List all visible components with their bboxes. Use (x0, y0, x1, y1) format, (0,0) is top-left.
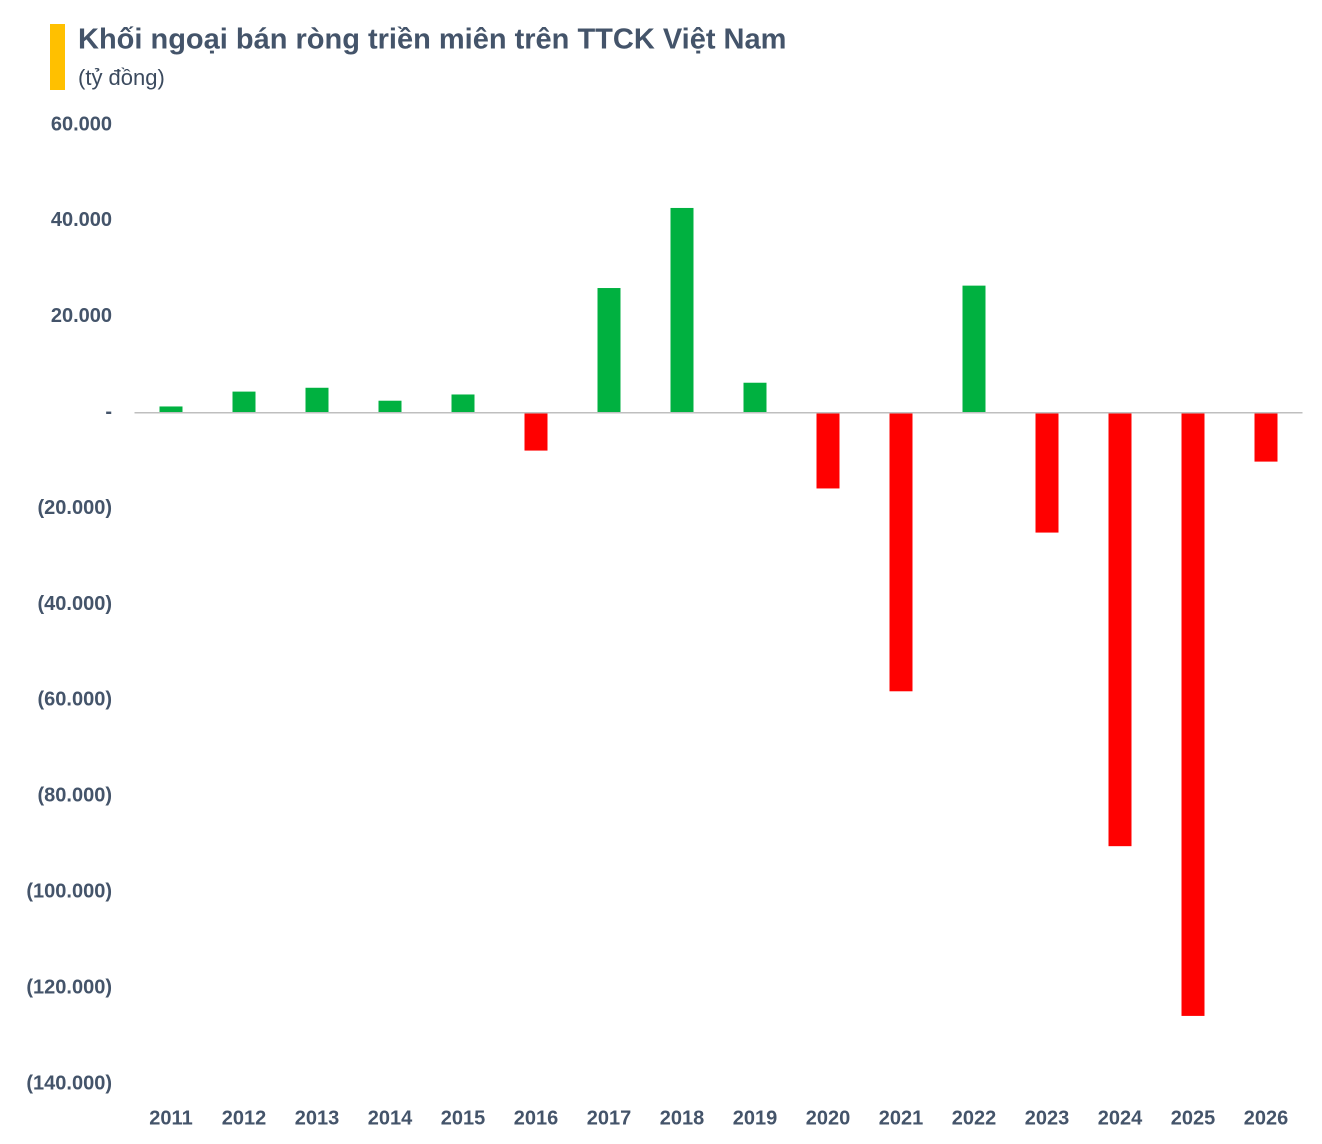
y-tick-label: (80.000) (38, 785, 113, 807)
chart-subtitle: (tỷ đồng) (78, 65, 165, 90)
y-tick-label: (140.000) (26, 1072, 112, 1094)
bar (1035, 412, 1059, 533)
x-tick-label: 2025 (1171, 1107, 1216, 1129)
bar (524, 412, 548, 451)
bar (962, 285, 986, 413)
bar (1254, 412, 1278, 462)
bar (305, 387, 329, 413)
x-tick-label: 2015 (441, 1107, 486, 1129)
y-tick-label: (100.000) (26, 880, 112, 902)
x-tick-label: 2016 (514, 1107, 559, 1129)
title-accent (50, 24, 65, 90)
x-tick-label: 2018 (660, 1107, 705, 1129)
y-tick-label: (40.000) (38, 593, 113, 615)
x-tick-label: 2012 (222, 1107, 267, 1129)
x-tick-label: 2024 (1098, 1107, 1143, 1129)
y-tick-label: (60.000) (38, 689, 113, 711)
bar (451, 394, 475, 413)
bar (159, 406, 183, 413)
bar (743, 382, 767, 413)
x-tick-label: 2022 (952, 1107, 997, 1129)
bar (378, 400, 402, 413)
y-tick-label: - (105, 401, 112, 423)
bar (1108, 412, 1132, 847)
x-tick-label: 2021 (879, 1107, 924, 1129)
bar (1181, 412, 1205, 1016)
y-tick-label: (120.000) (26, 976, 112, 998)
bar (889, 412, 913, 692)
y-tick-label: 60.000 (51, 113, 112, 135)
x-tick-label: 2020 (806, 1107, 851, 1129)
x-tick-label: 2013 (295, 1107, 340, 1129)
bar (816, 412, 840, 489)
x-tick-label: 2017 (587, 1107, 632, 1129)
x-tick-label: 2014 (368, 1107, 413, 1129)
x-tick-label: 2023 (1025, 1107, 1070, 1129)
x-tick-label: 2019 (733, 1107, 778, 1129)
bar (597, 288, 621, 413)
x-tick-label: 2011 (149, 1107, 192, 1129)
y-tick-label: 20.000 (51, 305, 112, 327)
chart-title: Khối ngoại bán ròng triền miên trên TTCK… (78, 24, 786, 56)
x-tick-label: 2026 (1244, 1107, 1289, 1129)
bar (670, 207, 694, 413)
bar (232, 391, 256, 413)
y-tick-label: 40.000 (51, 209, 112, 231)
y-tick-label: (20.000) (38, 497, 113, 519)
